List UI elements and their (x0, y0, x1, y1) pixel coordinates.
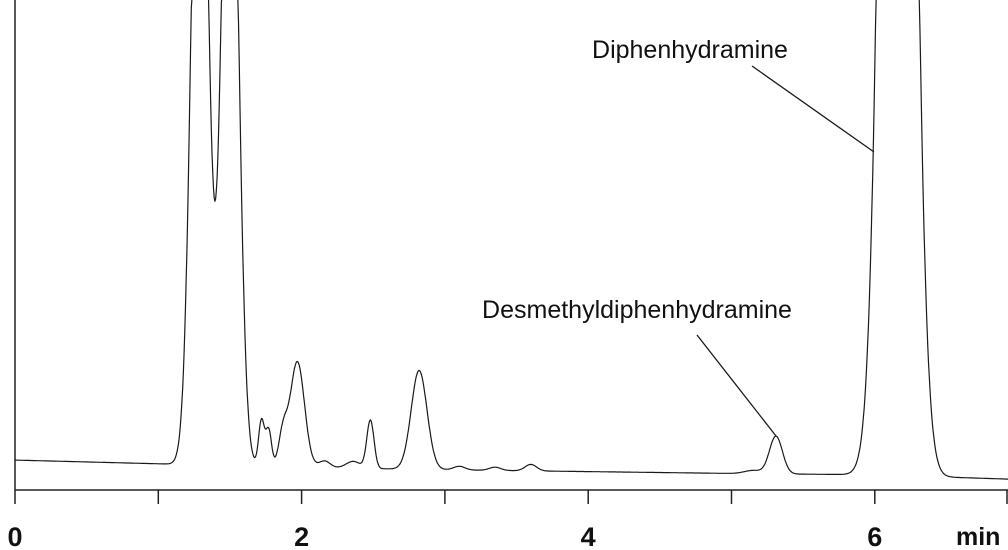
peak-label-desmethyldiphenhydramine: Desmethyldiphenhydramine (482, 296, 792, 324)
chromatogram-trace (15, 0, 1008, 480)
x-axis-unit-label: min (956, 523, 1000, 550)
leader-line-desmethyldiphenhydramine (696, 334, 777, 437)
peak-label-diphenhydramine: Diphenhydramine (592, 36, 788, 64)
x-tick-label-2: 2 (294, 522, 309, 550)
x-axis-tick-labels: 0 2 4 6 (7, 522, 882, 550)
x-tick-label-6: 6 (867, 522, 882, 550)
leader-line-diphenhydramine (751, 65, 875, 153)
x-tick-label-4: 4 (581, 522, 596, 550)
x-tick-label-0: 0 (7, 522, 22, 550)
peak-annotations: Diphenhydramine Desmethyldiphenhydramine (482, 36, 875, 437)
x-axis-ticks (14, 490, 1008, 504)
